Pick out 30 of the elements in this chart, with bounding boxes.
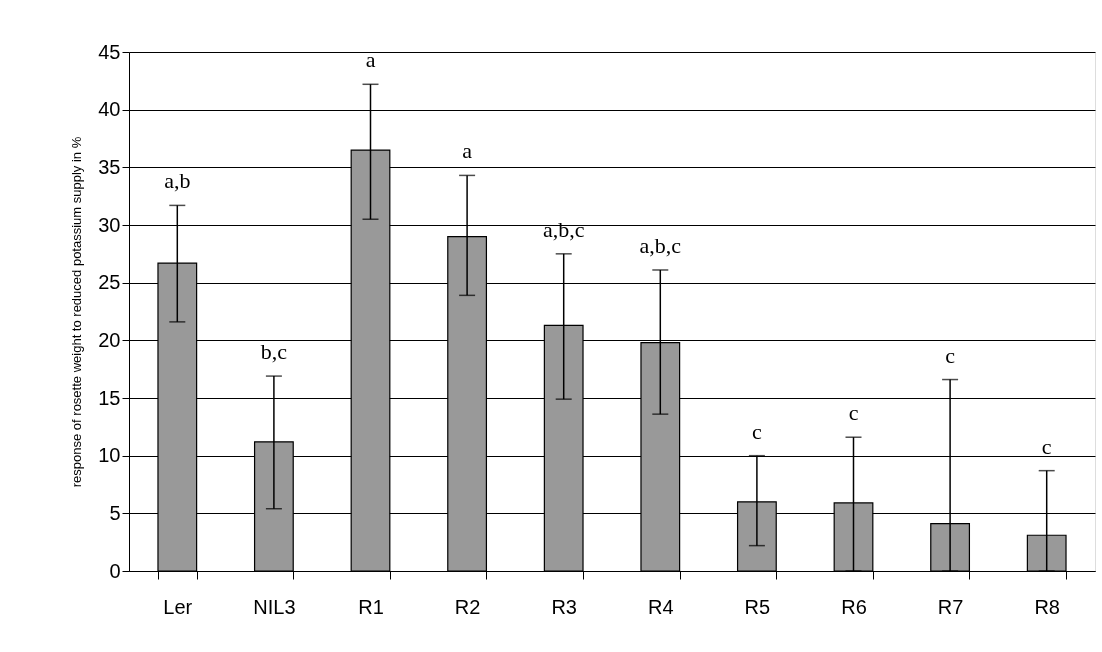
annotation: c: [1041, 433, 1052, 459]
x-tick-label: R1: [358, 595, 384, 618]
y-tick-label: 35: [98, 155, 121, 178]
annotation: a,b,c: [639, 232, 682, 258]
x-tick-label: R5: [744, 595, 771, 618]
y-tick-label: 40: [98, 98, 121, 121]
annotation: c: [848, 400, 859, 426]
annotation: a,b: [164, 168, 191, 194]
x-tick-label: R6: [841, 595, 867, 618]
y-tick-label: 0: [109, 559, 121, 582]
y-tick-label: 15: [98, 386, 121, 409]
x-tick-label: Ler: [163, 595, 193, 618]
annotation: c: [945, 342, 956, 368]
y-tick-label: 10: [98, 444, 121, 467]
y-tick-label: 45: [98, 40, 121, 63]
y-tick-label: 5: [109, 501, 121, 524]
annotation: c: [752, 418, 763, 444]
annotation: a: [462, 138, 473, 164]
x-tick-label: R7: [937, 595, 964, 618]
y-tick-label: 25: [98, 271, 121, 294]
x-tick-label: R8: [1034, 595, 1060, 618]
x-tick-label: NIL3: [253, 595, 296, 618]
y-tick-label: 20: [98, 328, 121, 351]
y-tick-label: 30: [98, 213, 121, 236]
x-tick-label: R4: [648, 595, 674, 618]
x-tick-label: R3: [551, 595, 577, 618]
y-axis-title: response of rosette weight to reduced potassium supply in %: [69, 136, 85, 488]
annotation: b,c: [260, 339, 288, 365]
x-tick-label: R2: [454, 595, 481, 618]
annotation: a: [365, 47, 376, 73]
